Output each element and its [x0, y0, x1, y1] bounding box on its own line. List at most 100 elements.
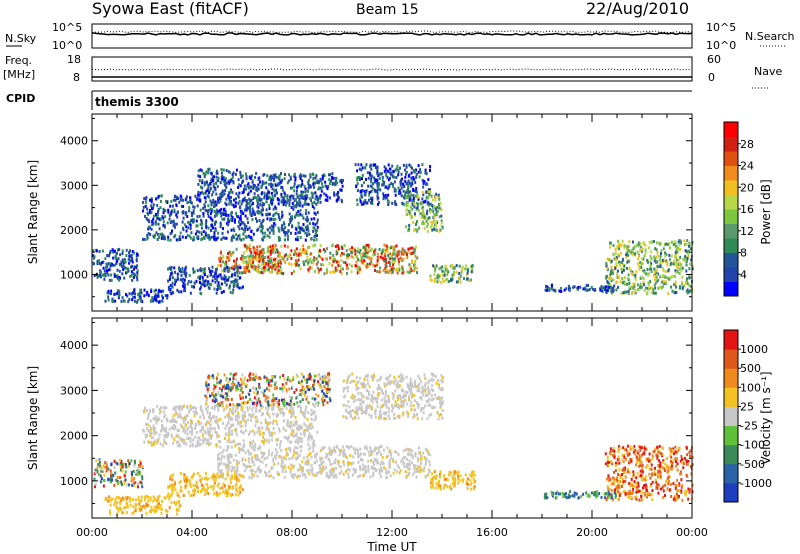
- range-gate-cell: [370, 260, 373, 264]
- range-gate-cell: [175, 213, 178, 217]
- range-gate-cell: [678, 272, 681, 275]
- range-gate-cell: [303, 434, 306, 437]
- range-gate-cell: [160, 419, 163, 423]
- range-gate-cell: [92, 254, 94, 258]
- range-gate-cell: [186, 282, 189, 286]
- range-gate-cell: [189, 437, 192, 440]
- range-gate-cell: [244, 229, 247, 233]
- range-gate-cell: [232, 385, 235, 389]
- range-gate-cell: [154, 293, 157, 297]
- range-gate-cell: [382, 268, 385, 272]
- range-gate-cell: [397, 453, 400, 456]
- range-gate-cell: [197, 182, 200, 186]
- range-gate-cell: [317, 180, 320, 184]
- range-gate-cell: [402, 163, 405, 167]
- range-gate-cell: [232, 171, 235, 175]
- range-gate-cell: [372, 187, 375, 191]
- range-gate-cell: [225, 203, 228, 207]
- range-gate-cell: [383, 248, 386, 252]
- range-gate-cell: [182, 228, 185, 232]
- range-gate-cell: [239, 448, 242, 451]
- range-gate-cell: [281, 468, 284, 472]
- range-gate-cell: [285, 453, 288, 457]
- range-gate-cell: [318, 186, 321, 190]
- range-gate-cell: [620, 260, 623, 264]
- range-gate-cell: [167, 267, 169, 271]
- range-gate-cell: [272, 397, 275, 400]
- range-gate-cell: [359, 468, 362, 472]
- range-gate-cell: [374, 248, 377, 252]
- range-gate-cell: [630, 271, 633, 275]
- range-gate-cell: [230, 384, 233, 387]
- range-gate-cell: [268, 470, 271, 473]
- range-gate-cell: [315, 174, 318, 178]
- range-gate-cell: [256, 419, 259, 422]
- range-gate-cell: [374, 446, 377, 450]
- range-gate-cell: [198, 179, 201, 183]
- range-gate-cell: [120, 264, 123, 268]
- range-gate-cell: [281, 411, 283, 415]
- range-gate-cell: [224, 387, 227, 390]
- range-gate-cell: [301, 388, 304, 392]
- range-gate-cell: [224, 177, 227, 181]
- range-gate-cell: [219, 221, 222, 225]
- range-gate-cell: [259, 180, 261, 184]
- range-gate-cell: [470, 278, 472, 282]
- range-gate-cell: [421, 179, 424, 182]
- range-gate-cell: [684, 249, 687, 253]
- range-gate-cell: [332, 258, 335, 261]
- range-gate-cell: [149, 425, 152, 429]
- range-gate-cell: [144, 406, 146, 410]
- range-gate-cell: [313, 243, 316, 247]
- range-gate-cell: [417, 466, 420, 470]
- range-gate-cell: [189, 221, 192, 224]
- range-gate-cell: [172, 424, 175, 427]
- range-gate-cell: [441, 273, 444, 277]
- range-gate-cell: [428, 468, 430, 472]
- range-gate-cell: [623, 280, 626, 284]
- range-gate-cell: [683, 243, 686, 247]
- range-gate-cell: [220, 390, 223, 394]
- range-gate-cell: [274, 265, 277, 269]
- range-gate-cell: [93, 273, 96, 277]
- range-gate-cell: [264, 421, 267, 424]
- range-gate-cell: [612, 278, 615, 282]
- range-gate-cell: [399, 166, 401, 170]
- range-gate-cell: [252, 197, 255, 201]
- range-gate-cell: [345, 469, 348, 473]
- range-gate-cell: [342, 460, 345, 464]
- range-gate-cell: [138, 292, 141, 296]
- range-gate-cell: [207, 233, 210, 237]
- range-gate-cell: [414, 464, 417, 468]
- range-gate-cell: [136, 271, 139, 274]
- range-gate-cell: [253, 192, 256, 196]
- range-gate-cell: [181, 439, 184, 443]
- range-gate-cell: [659, 242, 662, 246]
- range-gate-cell: [227, 218, 230, 222]
- range-gate-cell: [366, 171, 369, 175]
- range-gate-cell: [156, 232, 159, 236]
- range-gate-cell: [226, 230, 229, 234]
- range-gate-cell: [172, 441, 174, 445]
- range-gate-cell: [356, 203, 359, 206]
- range-gate-cell: [438, 267, 441, 271]
- range-gate-cell: [657, 265, 660, 269]
- range-gate-cell: [386, 199, 389, 203]
- range-gate-cell: [335, 475, 338, 479]
- range-gate-cell: [147, 219, 150, 222]
- range-gate-cell: [466, 271, 469, 275]
- range-gate-cell: [187, 226, 190, 230]
- range-gate-cell: [238, 450, 241, 454]
- range-gate-cell: [367, 243, 370, 247]
- range-gate-cell: [149, 419, 152, 423]
- range-gate-cell: [106, 264, 109, 268]
- range-gate-cell: [155, 212, 157, 216]
- range-gate-cell: [342, 179, 344, 182]
- range-gate-cell: [140, 291, 143, 295]
- range-gate-cell: [690, 275, 693, 279]
- range-gate-cell: [217, 462, 220, 466]
- range-gate-cell: [435, 224, 438, 228]
- range-gate-cell: [294, 420, 297, 423]
- range-gate-cell: [283, 222, 286, 226]
- range-gate-cell: [173, 222, 176, 226]
